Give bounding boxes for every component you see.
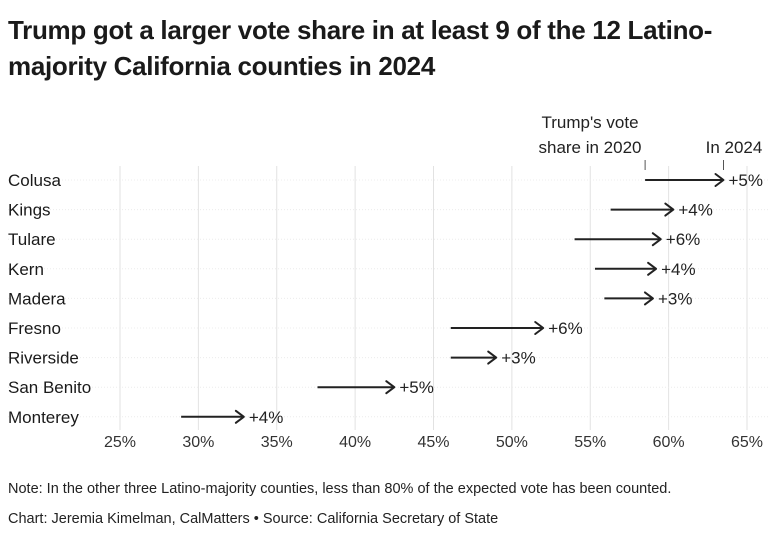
county-label: Monterey [8, 408, 79, 427]
x-tick-label: 30% [182, 434, 214, 451]
chart-note: Note: In the other three Latino-majority… [8, 481, 672, 497]
x-tick-label: 65% [731, 434, 763, 451]
change-label: +3% [501, 349, 536, 368]
change-label: +4% [661, 260, 696, 279]
arrow-head [534, 321, 545, 335]
legend-start-label-line1: Trump's vote [541, 113, 638, 132]
change-label: +5% [728, 171, 763, 190]
arrow-head [647, 261, 658, 276]
arrow-head [664, 202, 675, 217]
legend-start-label-line2: share in 2020 [538, 138, 641, 157]
chart: Trump's vote share in 2020 In 2024 +5% +4… [8, 113, 770, 451]
county-label: Tulare [8, 230, 56, 249]
arrow-head [385, 380, 396, 395]
x-tick-label: 40% [339, 434, 371, 451]
x-tick-label: 25% [104, 434, 136, 451]
change-label: +6% [548, 319, 583, 338]
change-label: +4% [249, 408, 284, 427]
county-label: Colusa [8, 171, 61, 190]
county-label: Riverside [8, 349, 79, 368]
row-rules [8, 179, 770, 418]
legend-annotation: Trump's vote share in 2020 In 2024 [538, 113, 762, 170]
arrow-head [643, 291, 654, 306]
x-tick-label: 60% [653, 434, 685, 451]
arrow-head [651, 232, 662, 247]
x-tick-label: 55% [574, 434, 606, 451]
arrow-head [714, 173, 725, 187]
county-label: Kings [8, 201, 51, 220]
x-tick-label: 50% [496, 434, 528, 451]
x-tick-label: 35% [261, 434, 293, 451]
chart-title: Trump got a larger vote share in at leas… [8, 15, 713, 81]
county-labels: Colusa Kings Tulare Kern Madera Fresno Riversi… [8, 171, 91, 427]
x-tick-label: 45% [417, 434, 449, 451]
legend-end-label: In 2024 [706, 138, 763, 157]
x-axis-ticks: 25% 30% 35% 40% 45% 50% 55% 60% 65% [104, 434, 763, 451]
arrow-head [234, 409, 245, 424]
arrows: +5% +4% +6% +4% +3% +6% +3% +5% +4% [181, 171, 763, 427]
county-label: San Benito [8, 378, 91, 397]
chart-credit: Chart: Jeremia Kimelman, CalMatters • So… [8, 511, 499, 527]
county-label: Madera [8, 289, 66, 308]
change-label: +4% [678, 201, 713, 220]
county-label: Fresno [8, 319, 61, 338]
change-label: +6% [666, 230, 701, 249]
county-label: Kern [8, 260, 44, 279]
change-label: +3% [658, 289, 693, 308]
change-label: +5% [399, 378, 434, 397]
arrow-head [487, 350, 498, 365]
